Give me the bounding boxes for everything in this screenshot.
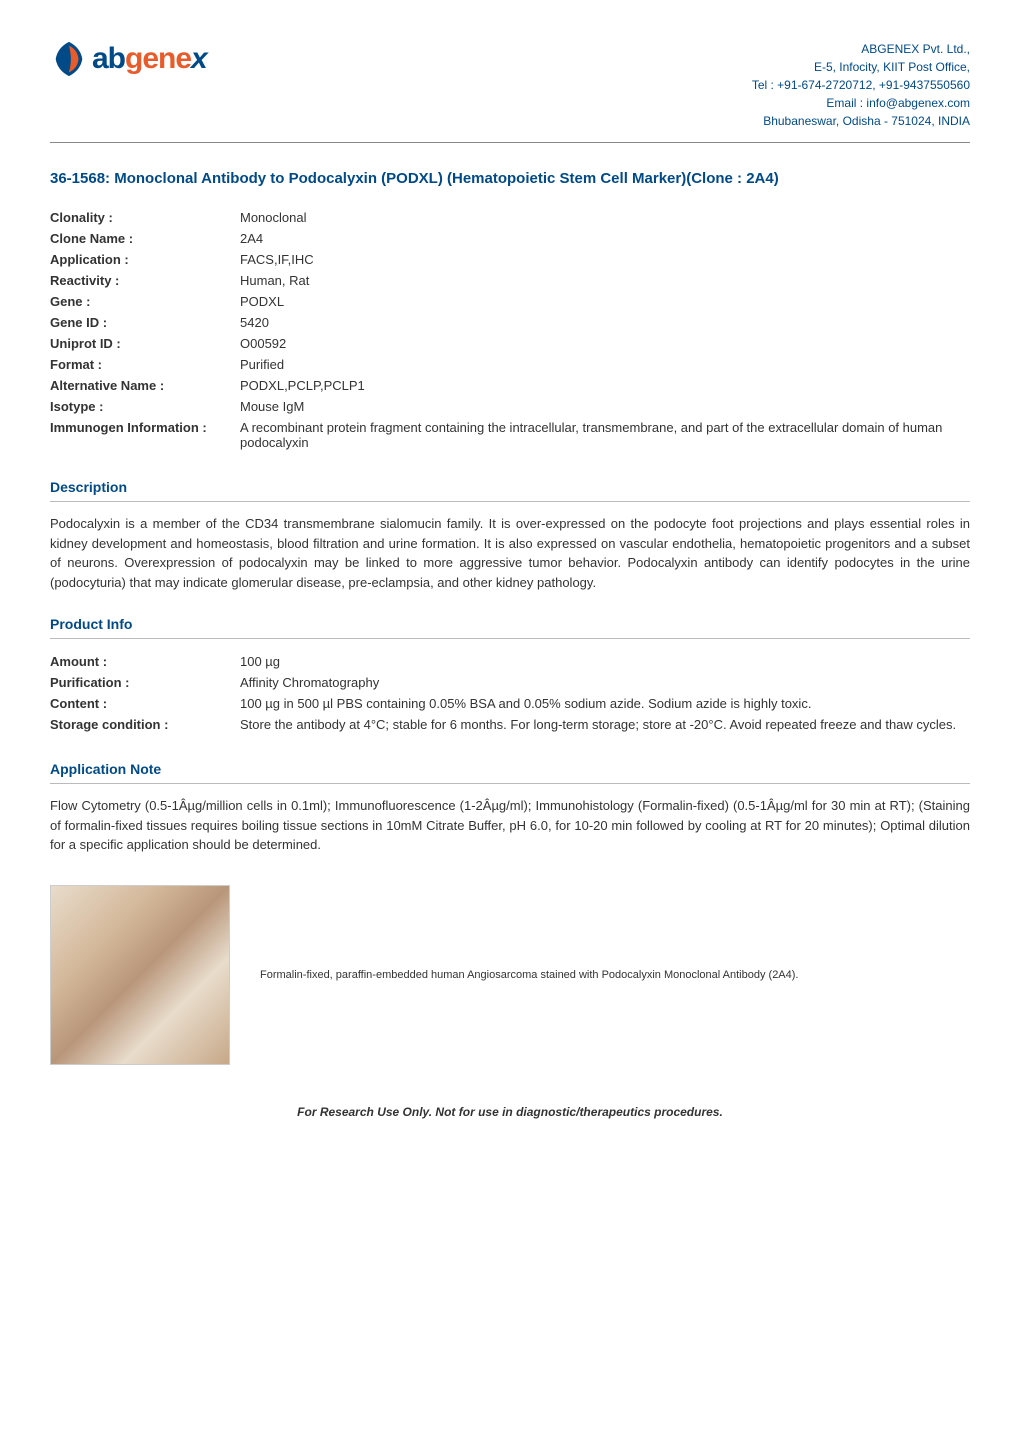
spec-value: Mouse IgM [240,399,970,414]
spec-label: Amount : [50,654,240,669]
spec-value: FACS,IF,IHC [240,252,970,267]
spec-label: Clonality : [50,210,240,225]
company-tel: Tel : +91-674-2720712, +91-9437550560 [752,76,970,94]
spec-row: Format :Purified [50,354,970,375]
spec-label: Alternative Name : [50,378,240,393]
logo-x: x [191,42,207,75]
spec-value: 100 µg [240,654,970,669]
logo-mark-icon [50,40,88,78]
company-address2: Bhubaneswar, Odisha - 751024, INDIA [752,112,970,130]
spec-label: Application : [50,252,240,267]
spec-row: Content :100 µg in 500 µl PBS containing… [50,693,970,714]
logo-text: abgenex [92,42,207,76]
spec-label: Immunogen Information : [50,420,240,450]
company-info: ABGENEX Pvt. Ltd., E-5, Infocity, KIIT P… [752,40,970,130]
spec-value: O00592 [240,336,970,351]
product-title: 36-1568: Monoclonal Antibody to Podocaly… [50,168,970,189]
spec-label: Reactivity : [50,273,240,288]
product-info-table: Amount :100 µg Purification :Affinity Ch… [50,651,970,735]
spec-value: 5420 [240,315,970,330]
page-header: abgenex ABGENEX Pvt. Ltd., E-5, Infocity… [50,40,970,143]
page-footer: For Research Use Only. Not for use in di… [50,1105,970,1119]
spec-row: Reactivity :Human, Rat [50,270,970,291]
spec-label: Content : [50,696,240,711]
company-address1: E-5, Infocity, KIIT Post Office, [752,58,970,76]
spec-label: Storage condition : [50,717,240,732]
spec-row: Amount :100 µg [50,651,970,672]
spec-label: Uniprot ID : [50,336,240,351]
spec-row: Clonality :Monoclonal [50,207,970,228]
description-text: Podocalyxin is a member of the CD34 tran… [50,514,970,592]
spec-row: Clone Name :2A4 [50,228,970,249]
spec-row: Uniprot ID :O00592 [50,333,970,354]
spec-value: PODXL,PCLP,PCLP1 [240,378,970,393]
spec-value: A recombinant protein fragment containin… [240,420,970,450]
spec-row: Gene ID :5420 [50,312,970,333]
spec-value: Purified [240,357,970,372]
spec-value: 100 µg in 500 µl PBS containing 0.05% BS… [240,696,970,711]
company-name: ABGENEX Pvt. Ltd., [752,40,970,58]
spec-value: Store the antibody at 4°C; stable for 6 … [240,717,970,732]
spec-label: Gene ID : [50,315,240,330]
app-note-text: Flow Cytometry (0.5-1Âµg/million cells i… [50,796,970,855]
app-note-header: Application Note [50,755,970,784]
company-email: Email : info@abgenex.com [752,94,970,112]
spec-value: PODXL [240,294,970,309]
spec-label: Isotype : [50,399,240,414]
spec-label: Format : [50,357,240,372]
spec-label: Gene : [50,294,240,309]
product-info-header: Product Info [50,610,970,639]
logo-gene: gene [125,42,191,75]
spec-value: Human, Rat [240,273,970,288]
description-header: Description [50,473,970,502]
figure-image [50,885,230,1065]
spec-row: Purification :Affinity Chromatography [50,672,970,693]
figure-caption: Formalin-fixed, paraffin-embedded human … [260,969,798,981]
logo-ab: ab [92,42,125,75]
spec-row: Application :FACS,IF,IHC [50,249,970,270]
spec-row: Immunogen Information :A recombinant pro… [50,417,970,453]
spec-row: Gene :PODXL [50,291,970,312]
figure-block: Formalin-fixed, paraffin-embedded human … [50,885,970,1065]
spec-label: Purification : [50,675,240,690]
spec-row: Isotype :Mouse IgM [50,396,970,417]
spec-row: Storage condition :Store the antibody at… [50,714,970,735]
spec-value: 2A4 [240,231,970,246]
spec-label: Clone Name : [50,231,240,246]
logo: abgenex [50,40,207,78]
specs-table: Clonality :Monoclonal Clone Name :2A4 Ap… [50,207,970,453]
spec-value: Monoclonal [240,210,970,225]
spec-value: Affinity Chromatography [240,675,970,690]
spec-row: Alternative Name :PODXL,PCLP,PCLP1 [50,375,970,396]
